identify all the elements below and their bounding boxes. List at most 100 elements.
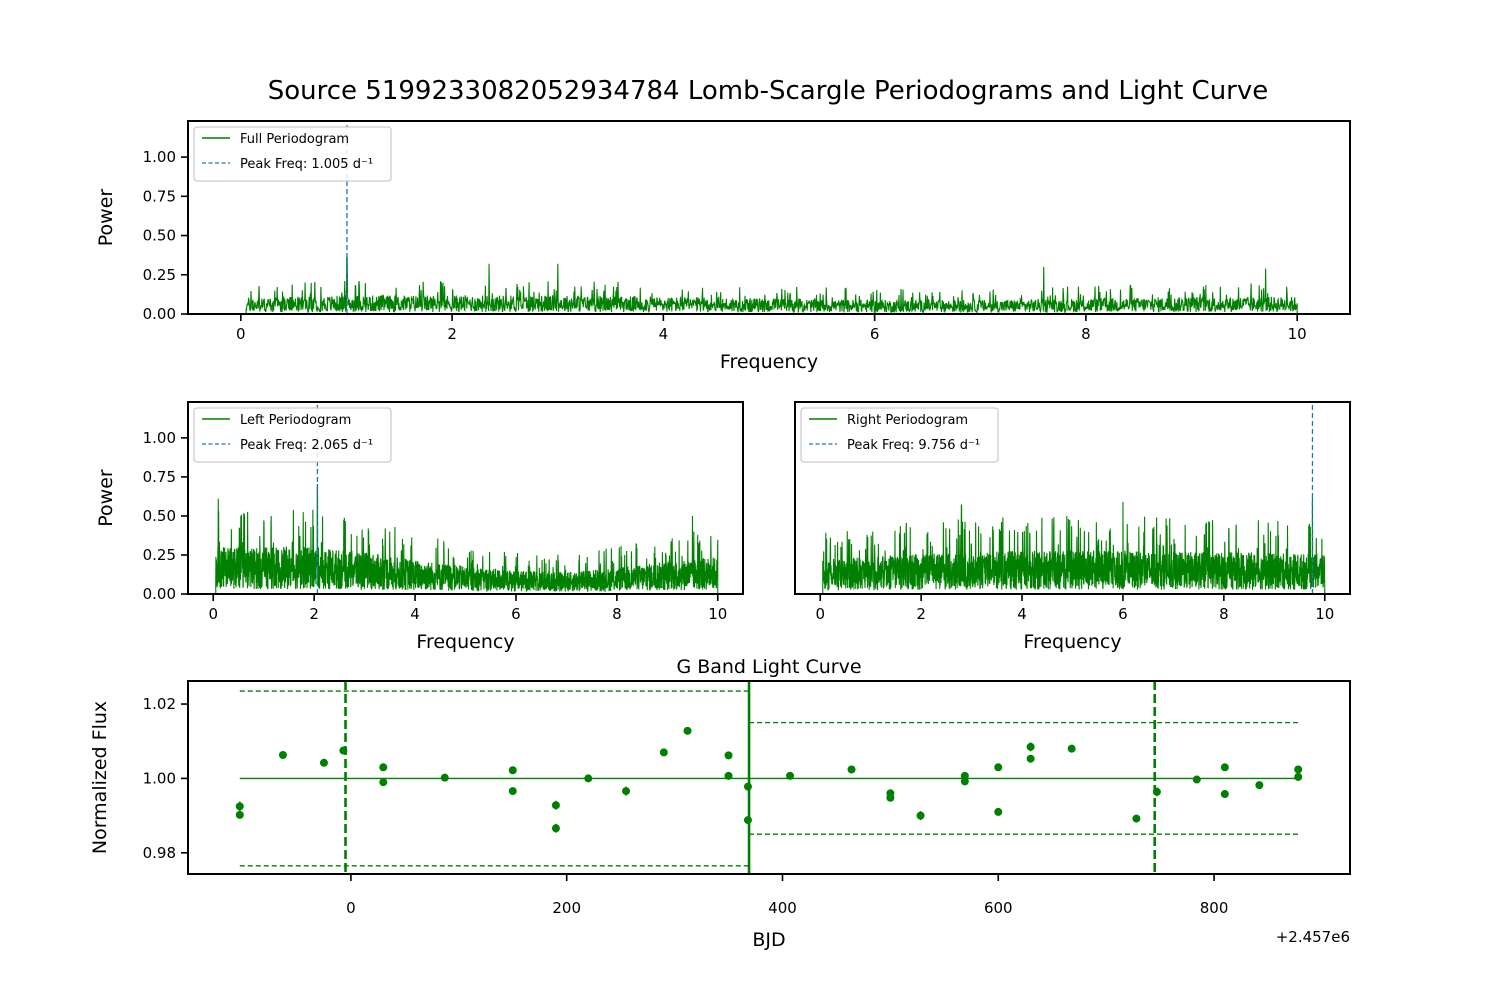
- left-y-axis-label: Power: [95, 469, 117, 527]
- light-curve-x-tick-label: 600: [984, 899, 1013, 917]
- flux-data-point: [551, 801, 560, 810]
- panel-light-curve: 0 200 400 600 800 0.98 1.00 1.02 G Band Light Cu…: [89, 656, 1351, 951]
- flux-data-point: [1255, 781, 1264, 790]
- light-curve-y-axis-label: Normalized Flux: [89, 701, 111, 854]
- full-x-tick-label: 8: [1081, 325, 1091, 343]
- panel-left-periodogram: 0 2 4 6 8 10 0.00 0.25 0.50 0.75 1.00 Frequency Powe…: [95, 401, 744, 653]
- flux-data-point: [379, 763, 388, 772]
- flux-data-point: [1294, 772, 1303, 781]
- chart-panels: 0 2 4 6 8 10 0.00 0.25 0.50 0.75 1.00 Frequency Powe…: [89, 120, 1351, 951]
- right-x-tick-label: 10: [1315, 605, 1334, 623]
- flux-data-point: [960, 777, 969, 786]
- right-x-tick-label: 6: [1118, 605, 1128, 623]
- right-legend: Right Periodogram Peak Freq: 9.756 d⁻¹: [800, 407, 999, 463]
- flux-data-point: [551, 824, 560, 833]
- left-legend-series-label: Left Periodogram: [240, 413, 351, 428]
- left-y-tick-label: 0.00: [143, 585, 176, 603]
- full-y-axis-label: Power: [95, 189, 117, 247]
- flux-data-point: [379, 778, 388, 787]
- full-x-tick-label: 4: [659, 325, 669, 343]
- right-axes-frame: [794, 401, 1351, 595]
- full-legend-box: [193, 126, 392, 182]
- full-x-tick-label: 6: [870, 325, 880, 343]
- left-periodogram-line: [215, 484, 719, 594]
- flux-data-point: [1026, 742, 1035, 751]
- flux-data-point: [916, 811, 925, 820]
- right-x-tick-label: 4: [1017, 605, 1027, 623]
- right-legend-box: [800, 407, 999, 463]
- flux-data-point: [1220, 790, 1229, 799]
- light-curve-y-tick-label: 1.02: [143, 695, 176, 713]
- flux-data-point: [724, 771, 733, 780]
- flux-data-point: [1192, 775, 1201, 784]
- left-legend-peak-label: Peak Freq: 2.065 d⁻¹: [240, 438, 373, 453]
- full-x-tick-label: 0: [236, 325, 246, 343]
- flux-data-point: [994, 763, 1003, 772]
- flux-data-point: [319, 758, 328, 767]
- light-curve-title: G Band Light Curve: [676, 656, 861, 678]
- panel-right-periodogram: 0 2 4 6 8 10 Frequency Right Periodogram Peak Fr…: [794, 401, 1351, 653]
- light-curve-x-tick-label: 0: [346, 899, 356, 917]
- flux-data-point: [683, 726, 692, 735]
- left-y-tick-label: 0.25: [143, 546, 176, 564]
- flux-data-point: [1026, 754, 1035, 763]
- full-y-tick-label: 0.25: [143, 266, 176, 284]
- full-y-tick-label: 0.00: [143, 305, 176, 323]
- right-periodogram-line: [822, 497, 1326, 594]
- right-x-tick-label: 2: [916, 605, 926, 623]
- full-y-tick-label: 0.50: [143, 227, 176, 245]
- flux-data-point: [440, 773, 449, 782]
- flux-data-point: [1132, 814, 1141, 823]
- left-legend: Left Periodogram Peak Freq: 2.065 d⁻¹: [193, 407, 392, 463]
- left-x-tick-label: 10: [708, 605, 727, 623]
- flux-data-point: [743, 816, 752, 825]
- full-y-tick-label: 0.75: [143, 187, 176, 205]
- full-x-tick-label: 10: [1288, 325, 1307, 343]
- light-curve-x-tick-label: 800: [1200, 899, 1229, 917]
- light-curve-axes-frame: [187, 680, 1351, 875]
- flux-data-point: [1152, 787, 1161, 796]
- left-y-tick-label: 0.75: [143, 468, 176, 486]
- full-axes-frame: [187, 120, 1351, 315]
- flux-data-point: [786, 771, 795, 780]
- flux-data-point: [508, 766, 517, 775]
- panel-full-periodogram: 0 2 4 6 8 10 0.00 0.25 0.50 0.75 1.00 Frequency Powe…: [95, 120, 1351, 373]
- flux-data-point: [278, 751, 287, 760]
- left-axes-frame: [187, 401, 744, 595]
- light-curve-x-offset-label: +2.457e6: [1276, 928, 1350, 946]
- flux-data-point: [994, 807, 1003, 816]
- full-legend: Full Periodogram Peak Freq: 1.005 d⁻¹: [193, 126, 392, 182]
- flux-data-point: [724, 751, 733, 760]
- left-x-tick-label: 6: [511, 605, 521, 623]
- flux-data-point: [339, 746, 348, 755]
- left-legend-box: [193, 407, 392, 463]
- full-y-tick-label: 1.00: [143, 148, 176, 166]
- full-legend-series-label: Full Periodogram: [240, 132, 349, 147]
- light-curve-y-tick-label: 0.98: [143, 844, 176, 862]
- right-legend-series-label: Right Periodogram: [847, 413, 968, 428]
- light-curve-x-axis-label: BJD: [752, 929, 785, 951]
- right-x-tick-label: 0: [815, 605, 825, 623]
- flux-data-point: [235, 802, 244, 811]
- flux-data-point: [1294, 765, 1303, 774]
- flux-data-point: [622, 787, 631, 796]
- left-y-tick-label: 1.00: [143, 429, 176, 447]
- right-x-tick-label: 8: [1219, 605, 1229, 623]
- flux-data-point: [960, 771, 969, 780]
- left-x-axis-label: Frequency: [416, 631, 514, 653]
- right-legend-peak-label: Peak Freq: 9.756 d⁻¹: [847, 438, 980, 453]
- full-x-tick-label: 2: [447, 325, 457, 343]
- flux-data-point: [886, 793, 895, 802]
- left-x-tick-label: 4: [410, 605, 420, 623]
- light-curve-y-tick-label: 1.00: [143, 769, 176, 787]
- figure-title: Source 5199233082052934784 Lomb-Scargle …: [268, 76, 1269, 106]
- flux-data-point: [235, 810, 244, 819]
- light-curve-x-tick-label: 200: [552, 899, 581, 917]
- light-curve-x-tick-label: 400: [768, 899, 797, 917]
- right-x-axis-label: Frequency: [1023, 631, 1121, 653]
- flux-data-point: [847, 765, 856, 774]
- flux-data-point: [1067, 744, 1076, 753]
- full-legend-peak-label: Peak Freq: 1.005 d⁻¹: [240, 157, 373, 172]
- flux-data-point: [1220, 763, 1229, 772]
